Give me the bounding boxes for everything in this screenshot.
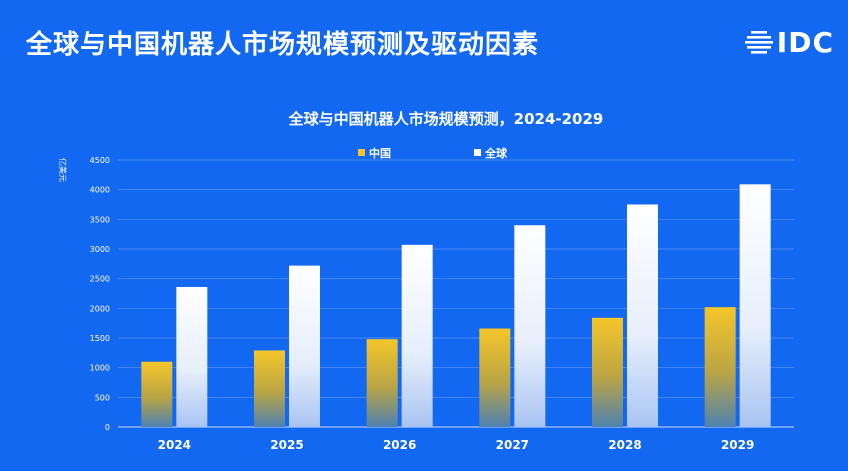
chart-title: 全球与中国机器人市场规模预测，2024-2029: [288, 110, 604, 128]
x-tick-label: 2028: [608, 438, 641, 452]
china-bar: [592, 317, 623, 427]
x-tick-label: 2029: [721, 438, 754, 452]
y-tick-label: 3500: [90, 215, 110, 224]
legend: 中国 全球: [358, 146, 508, 160]
global-bar: [514, 225, 546, 427]
china-bar: [704, 307, 736, 427]
y-tick-label: 1500: [90, 334, 110, 343]
global-bar: [739, 184, 771, 427]
y-tick-label: 500: [95, 393, 110, 402]
y-tick-label: 4000: [90, 186, 110, 195]
page-title: 全球与中国机器人市场规模预测及驱动因素: [26, 30, 540, 60]
y-axis-ticks: 0 500 1000 1500 2000 2500 3000 3500 4000 4500: [90, 156, 110, 432]
global-bar: [401, 244, 433, 427]
china-bar-legend-swatch: [358, 149, 365, 156]
y-tick-label: 2000: [90, 304, 110, 313]
idc-logo-text: IDC: [776, 25, 834, 59]
china-bar: [366, 339, 398, 427]
global-bar: [627, 204, 658, 427]
gridlines: [118, 159, 794, 428]
y-tick-label: 1000: [90, 364, 110, 373]
legend-label: 全球: [484, 146, 508, 160]
bars: [141, 184, 771, 427]
global-bar: [289, 265, 320, 427]
x-tick-label: 2026: [383, 438, 416, 452]
x-axis-ticks: 2024 2025 2026 2027 2028 2029: [158, 438, 755, 452]
idc-logo: IDC: [744, 22, 834, 62]
y-axis-unit-label: 亿美元: [58, 158, 68, 182]
legend-label: 中国: [369, 146, 391, 160]
idc-globe-icon: [744, 31, 773, 54]
china-bar: [141, 361, 173, 427]
china-bar: [479, 328, 511, 427]
x-tick-label: 2024: [158, 438, 191, 452]
global-bar-legend-swatch: [474, 149, 481, 156]
y-tick-label: 2500: [90, 275, 110, 284]
x-tick-label: 2027: [496, 438, 529, 452]
y-tick-label: 4500: [90, 156, 110, 165]
global-bar: [176, 286, 208, 427]
x-tick-label: 2025: [270, 438, 303, 452]
y-tick-label: 0: [105, 423, 110, 432]
china-bar: [254, 350, 285, 427]
y-tick-label: 3000: [90, 245, 110, 254]
